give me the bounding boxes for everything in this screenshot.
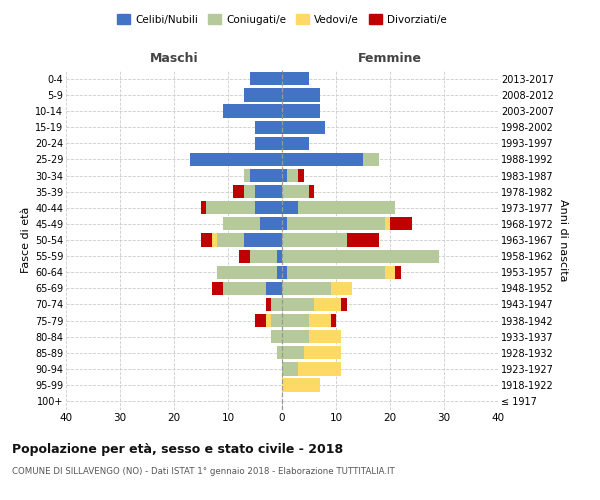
- Bar: [255, 136, 282, 150]
- Bar: [282, 218, 287, 230]
- Bar: [309, 185, 314, 198]
- Bar: [282, 346, 304, 360]
- Bar: [282, 378, 320, 392]
- Bar: [250, 72, 282, 86]
- Bar: [287, 169, 298, 182]
- Bar: [309, 330, 341, 344]
- Bar: [266, 314, 271, 327]
- Text: Popolazione per età, sesso e stato civile - 2018: Popolazione per età, sesso e stato civil…: [12, 442, 343, 456]
- Bar: [255, 120, 282, 134]
- Bar: [282, 72, 309, 86]
- Bar: [266, 298, 271, 311]
- Bar: [223, 218, 260, 230]
- Bar: [282, 201, 298, 214]
- Bar: [282, 314, 309, 327]
- Bar: [277, 266, 282, 279]
- Bar: [282, 250, 439, 262]
- Bar: [390, 218, 412, 230]
- Bar: [282, 104, 320, 118]
- Bar: [363, 153, 379, 166]
- Bar: [282, 330, 309, 344]
- Bar: [282, 185, 309, 198]
- Bar: [271, 330, 282, 344]
- Bar: [212, 282, 223, 295]
- Bar: [298, 201, 395, 214]
- Bar: [255, 201, 282, 214]
- Text: Femmine: Femmine: [358, 52, 422, 65]
- Bar: [271, 298, 282, 311]
- Bar: [282, 169, 287, 182]
- Bar: [217, 266, 277, 279]
- Bar: [298, 362, 341, 376]
- Y-axis label: Anni di nascita: Anni di nascita: [557, 198, 568, 281]
- Bar: [331, 282, 352, 295]
- Bar: [298, 169, 304, 182]
- Bar: [277, 346, 282, 360]
- Bar: [287, 218, 385, 230]
- Bar: [255, 314, 266, 327]
- Bar: [217, 234, 244, 246]
- Bar: [190, 153, 282, 166]
- Bar: [341, 298, 347, 311]
- Bar: [282, 88, 320, 102]
- Bar: [250, 250, 277, 262]
- Bar: [314, 298, 341, 311]
- Bar: [206, 201, 255, 214]
- Bar: [282, 120, 325, 134]
- Bar: [282, 153, 363, 166]
- Text: COMUNE DI SILLAVENGO (NO) - Dati ISTAT 1° gennaio 2018 - Elaborazione TUTTITALIA: COMUNE DI SILLAVENGO (NO) - Dati ISTAT 1…: [12, 468, 395, 476]
- Bar: [233, 185, 244, 198]
- Bar: [201, 234, 212, 246]
- Bar: [395, 266, 401, 279]
- Bar: [385, 266, 395, 279]
- Bar: [239, 250, 250, 262]
- Bar: [385, 218, 390, 230]
- Bar: [347, 234, 379, 246]
- Bar: [309, 314, 331, 327]
- Text: Maschi: Maschi: [149, 52, 199, 65]
- Bar: [244, 234, 282, 246]
- Bar: [282, 234, 347, 246]
- Bar: [212, 234, 217, 246]
- Bar: [266, 282, 282, 295]
- Bar: [282, 298, 314, 311]
- Bar: [282, 362, 298, 376]
- Legend: Celibi/Nubili, Coniugati/e, Vedovi/e, Divorziati/e: Celibi/Nubili, Coniugati/e, Vedovi/e, Di…: [113, 10, 451, 29]
- Bar: [282, 136, 309, 150]
- Bar: [223, 282, 266, 295]
- Bar: [244, 88, 282, 102]
- Bar: [304, 346, 341, 360]
- Bar: [282, 266, 287, 279]
- Bar: [331, 314, 336, 327]
- Bar: [271, 314, 282, 327]
- Bar: [244, 185, 255, 198]
- Bar: [244, 169, 250, 182]
- Bar: [223, 104, 282, 118]
- Bar: [250, 169, 282, 182]
- Bar: [201, 201, 206, 214]
- Bar: [282, 282, 331, 295]
- Bar: [255, 185, 282, 198]
- Y-axis label: Fasce di età: Fasce di età: [20, 207, 31, 273]
- Bar: [277, 250, 282, 262]
- Bar: [287, 266, 385, 279]
- Bar: [260, 218, 282, 230]
